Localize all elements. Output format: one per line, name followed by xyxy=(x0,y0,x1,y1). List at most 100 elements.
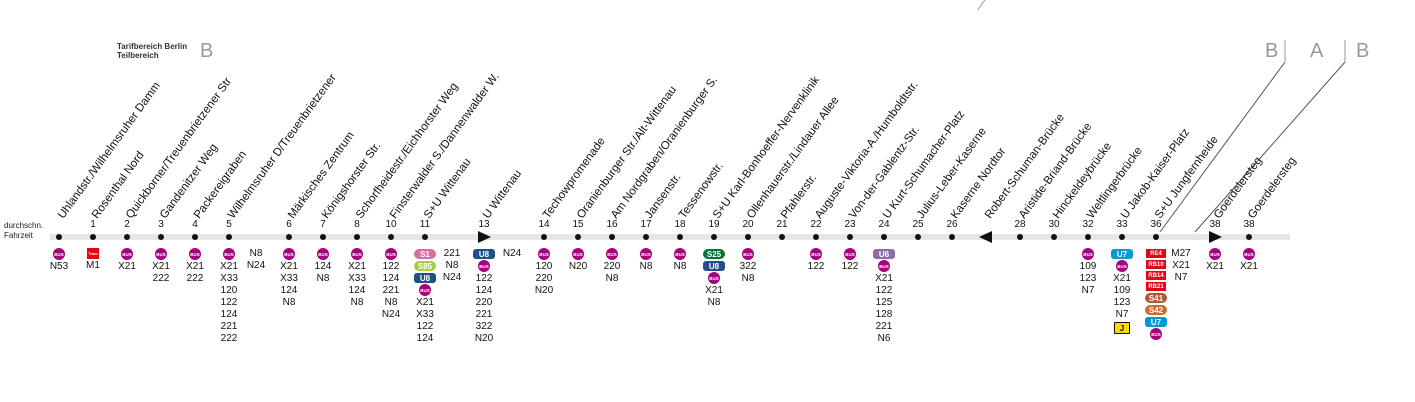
line-number: 124 xyxy=(475,285,493,296)
stop-time: 2 xyxy=(124,219,130,230)
line-number: 122 xyxy=(841,261,859,272)
line-number: N20 xyxy=(568,261,588,272)
stop-time: 38 xyxy=(1243,219,1255,230)
line-number: N8 xyxy=(673,261,687,272)
stop-time: 25 xyxy=(912,219,924,230)
connections-jungfernheide-bus: M27 X21 N7 xyxy=(1166,248,1196,284)
line-number: X21 xyxy=(705,285,723,296)
line-number: 123 xyxy=(1113,297,1131,308)
stop-marker xyxy=(677,234,683,240)
bus-icon: BUS xyxy=(53,248,65,260)
bus-icon: BUS xyxy=(538,248,550,260)
line-number: X21 xyxy=(1172,260,1190,271)
line-number: 124 xyxy=(348,285,366,296)
line-number: N8 xyxy=(384,297,398,308)
line-number: 221 xyxy=(875,321,893,332)
connections-kurt-schumacher: U6 BUS X21 122 125 128 221 N6 xyxy=(864,248,904,345)
line-number: N24 xyxy=(502,248,522,259)
sbahn-s41-badge: S41 xyxy=(1145,293,1167,303)
tariff-zone-line2: Teilbereich xyxy=(117,51,159,60)
rail-rb10-badge: RB10 xyxy=(1146,260,1166,269)
connections-jungfernheide: RE4 RB10 RB14 RB21 S41 S42 U7 BUS xyxy=(1136,248,1176,341)
zone-line-1 xyxy=(1159,61,1286,233)
bus-icon: BUS xyxy=(155,248,167,260)
stop-time: 14 xyxy=(538,219,550,230)
bus-icon: BUS xyxy=(878,260,890,272)
rail-re4-badge: RE4 xyxy=(1146,249,1166,258)
stop-marker xyxy=(1153,234,1159,240)
stop-marker xyxy=(1246,234,1252,240)
line-number: X21 xyxy=(280,261,298,272)
zone-line-2 xyxy=(1194,61,1346,233)
stop-marker xyxy=(847,234,853,240)
bus-icon: BUS xyxy=(419,284,431,296)
stop-time: 15 xyxy=(572,219,584,230)
line-number: 109 xyxy=(1113,285,1131,296)
connections-rosenthal-nord: Tram M1 xyxy=(73,248,113,272)
stop-marker xyxy=(158,234,164,240)
line-number: 122 xyxy=(416,321,434,332)
bus-icon: BUS xyxy=(1243,248,1255,260)
line-number: N8 xyxy=(316,273,330,284)
connections-weltlingerbruecke: BUS 109 123 N7 xyxy=(1068,248,1108,297)
line-number: X21 xyxy=(220,261,238,272)
line-number: X21 xyxy=(118,261,136,272)
stop-time: 26 xyxy=(946,219,958,230)
line-number: 120 xyxy=(220,285,238,296)
connections-tessenowstr: BUS N8 xyxy=(660,248,700,273)
stop-marker xyxy=(90,234,96,240)
line-number: N8 xyxy=(741,273,755,284)
line-number: 222 xyxy=(152,273,170,284)
stop-marker xyxy=(1017,234,1023,240)
stop-time: 38 xyxy=(1209,219,1221,230)
zone-marker-b-1: B xyxy=(1265,40,1279,62)
stop-time: 36 xyxy=(1150,219,1162,230)
line-number: N24 xyxy=(442,272,462,283)
connections-su-wittenau: S1 S85 U8 BUS X21 X33 122 124 xyxy=(405,248,445,345)
connections-u-wittenau: U8 BUS 122 124 220 221 322 N20 xyxy=(464,248,504,345)
line-number: 122 xyxy=(475,273,493,284)
line-number: N8 xyxy=(639,261,653,272)
bus-icon: BUS xyxy=(606,248,618,260)
line-number: 122 xyxy=(382,261,400,272)
stop-time: 16 xyxy=(606,219,618,230)
direction-arrow-left xyxy=(979,231,992,243)
stop-marker xyxy=(711,234,717,240)
line-number: 221 xyxy=(382,285,400,296)
ubahn-u8-badge: U8 xyxy=(703,261,725,271)
connections-quickborner: BUS X21 xyxy=(107,248,147,273)
line-number: 220 xyxy=(535,273,553,284)
bus-icon: BUS xyxy=(121,248,133,260)
stop-marker xyxy=(881,234,887,240)
stop-marker xyxy=(813,234,819,240)
bus-icon: BUS xyxy=(351,248,363,260)
line-number: X33 xyxy=(348,273,366,284)
line-number: X33 xyxy=(416,309,434,320)
stop-marker xyxy=(643,234,649,240)
rail-rb14-badge: RB14 xyxy=(1146,271,1166,280)
line-number: N8 xyxy=(605,273,619,284)
stop-time: 10 xyxy=(385,219,397,230)
line-number: M1 xyxy=(86,260,100,271)
ubahn-u7-badge: U7 xyxy=(1111,249,1133,259)
connections-techowpromenade: BUS 120 220 N20 xyxy=(524,248,564,297)
line-number: 120 xyxy=(535,261,553,272)
travel-time-label: durchschn. Fahrzeit xyxy=(4,221,43,241)
stop-time: 23 xyxy=(844,219,856,230)
bus-icon: BUS xyxy=(572,248,584,260)
connections-jakob-kaiser-platz: U7 BUS X21 109 123 N7 J xyxy=(1102,248,1142,335)
sbahn-s42-badge: S42 xyxy=(1145,305,1167,315)
line-number: 122 xyxy=(875,285,893,296)
direction-arrow-right xyxy=(1209,231,1222,243)
tariff-zone-letter: B xyxy=(200,40,214,62)
line-number: X21 xyxy=(416,297,434,308)
bus-icon: BUS xyxy=(385,248,397,260)
ubahn-u7-badge: U7 xyxy=(1145,317,1167,327)
connections-jansenstr: BUS N8 xyxy=(626,248,666,273)
line-number: 109 xyxy=(1079,261,1097,272)
bus-icon: BUS xyxy=(223,248,235,260)
stop-marker xyxy=(1085,234,1091,240)
stop-marker xyxy=(124,234,130,240)
line-number: 322 xyxy=(475,321,493,332)
sbahn-s1-badge: S1 xyxy=(414,249,436,259)
